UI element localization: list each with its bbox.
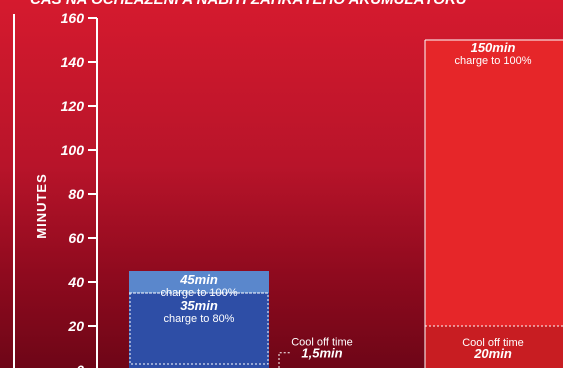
bar-sub-label: charge to 100% <box>160 287 237 299</box>
bars <box>129 39 563 368</box>
bar-segment-charge-100 <box>425 40 563 326</box>
y-tick-label: 0 <box>76 362 84 368</box>
bar-segment-charge-80 <box>129 293 269 368</box>
bar-sub-label: Cool off time <box>291 337 353 349</box>
y-ticks: 0 20 40 60 80 100 120 140 160 <box>61 10 97 368</box>
bar-value-label: 45min <box>179 272 218 287</box>
y-tick-label: 40 <box>67 274 84 290</box>
y-tick-label: 60 <box>68 230 84 246</box>
bar-value-label: 20min <box>473 346 512 361</box>
bar-segment-charge-100 <box>129 271 269 293</box>
y-axis-label: MINUTES <box>34 173 49 239</box>
bar-value-label: 1,5min <box>301 346 342 361</box>
y-tick-label: 80 <box>68 186 84 202</box>
bar-value-label: 150min <box>471 40 516 55</box>
y-tick-label: 120 <box>61 98 85 114</box>
y-tick-label: 140 <box>61 54 85 70</box>
y-tick-label: 100 <box>61 142 85 158</box>
chart-title: ČAS NA OCHLAZENÍ A NABITÍ ZAHŘÁTÉHO AKUM… <box>30 0 468 8</box>
bar-sub-label: charge to 80% <box>164 313 235 325</box>
bar-sub-label: Cool off time <box>462 337 524 349</box>
bar-sub-label: charge to 100% <box>454 55 531 67</box>
bar-value-label: 35min <box>180 298 218 313</box>
y-tick-label: 20 <box>67 318 84 334</box>
bar-segment-cool-off <box>425 326 563 368</box>
bar-cool-off-small <box>278 352 291 368</box>
y-tick-label: 160 <box>61 10 85 26</box>
